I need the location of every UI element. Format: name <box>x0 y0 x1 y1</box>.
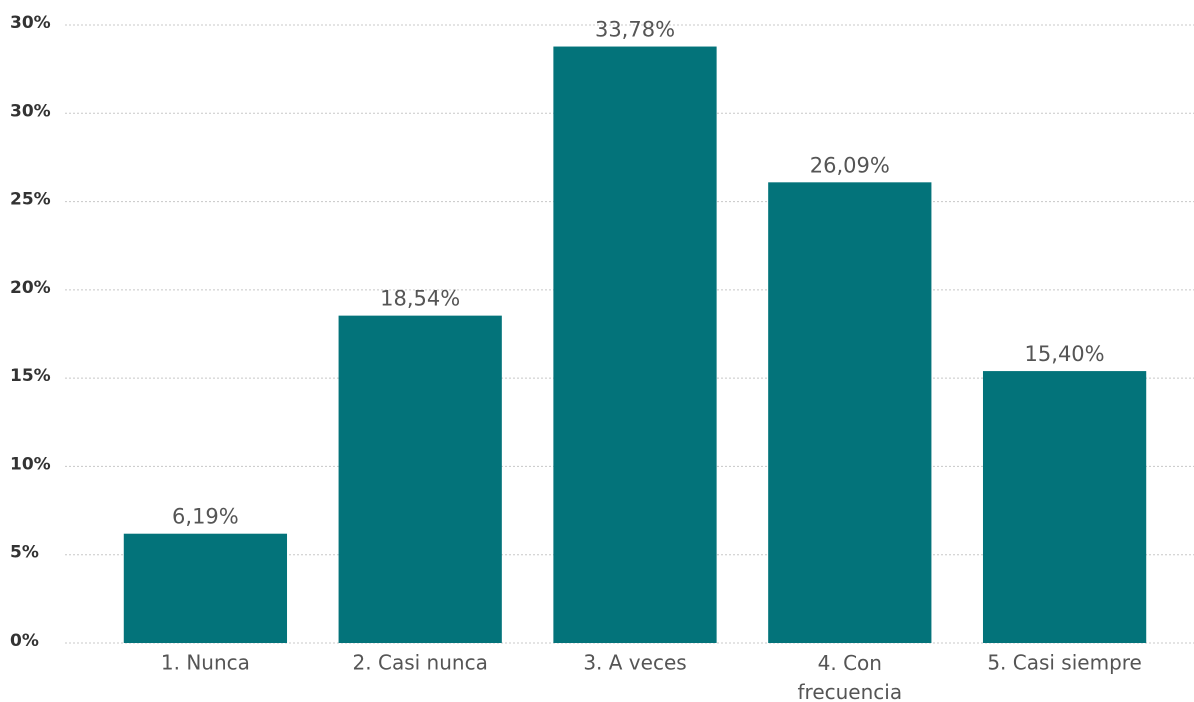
bar <box>123 533 288 643</box>
y-tick-label: 30% <box>10 13 51 33</box>
y-tick-label: 15% <box>10 366 51 386</box>
bar <box>768 182 932 644</box>
y-tick-label: 25% <box>10 190 51 210</box>
x-tick-label: 2. Casi nunca <box>353 651 488 675</box>
y-tick-label: 5% <box>10 543 39 563</box>
y-tick-label: 0% <box>10 631 39 651</box>
y-tick-label: 20% <box>10 278 51 298</box>
bar <box>982 371 1147 643</box>
x-tick-label: 5. Casi siempre <box>987 651 1142 675</box>
value-label: 18,54% <box>380 287 460 311</box>
value-label: 33,78% <box>595 18 675 42</box>
value-label: 15,40% <box>1025 342 1105 366</box>
bar <box>338 315 502 643</box>
x-tick-label: 1. Nunca <box>161 651 250 675</box>
y-tick-label: 10% <box>10 454 51 474</box>
x-tick-label: 3. A veces <box>583 651 686 675</box>
bar <box>553 46 717 644</box>
value-label: 6,19% <box>172 505 239 529</box>
y-tick-label: 30% <box>10 101 51 121</box>
x-tick-label: 4. Con frecuencia <box>798 651 903 702</box>
value-label: 26,09% <box>810 153 890 177</box>
